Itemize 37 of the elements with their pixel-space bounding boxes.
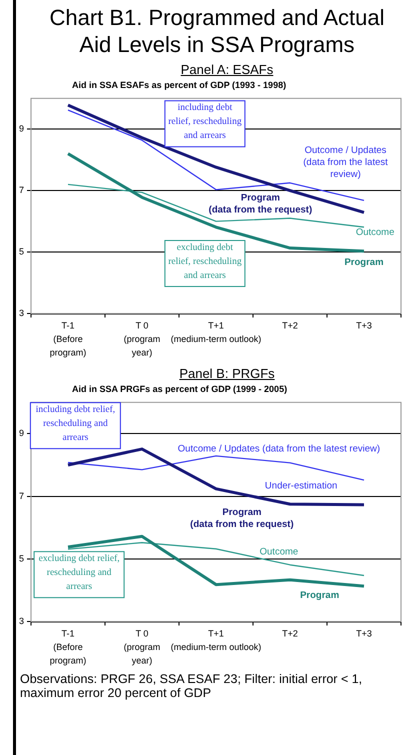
chart-subtitle: Panel B: PRGFs <box>178 366 276 381</box>
y-tick-label: 7 <box>18 185 24 196</box>
x-tick-label: T 0 (program year) <box>124 320 160 358</box>
x-tick-label: T+3 <box>356 320 372 331</box>
y-tick-label: 5 <box>18 553 24 564</box>
x-tick-label: T+2 <box>282 628 298 639</box>
y-tick-label: 9 <box>18 124 24 134</box>
y-tick-label: 9 <box>18 428 24 438</box>
y-axis-title: Aid in SSA ESAFs as percent of GDP (1993 - 1998) <box>72 80 288 90</box>
series-label: Outcome <box>260 546 298 558</box>
y-tick-label: 7 <box>18 490 24 501</box>
y-axis-title: Aid in SSA PRGFs as percent of GDP (1999 - 2005) <box>72 384 288 394</box>
series-label: Outcome <box>356 226 394 238</box>
x-tick-label: T+2 <box>282 320 298 331</box>
x-tick-label: T-1 (Before program) <box>50 320 86 358</box>
series-label: Program (data from the request) <box>190 506 294 530</box>
y-tick-label: 3 <box>18 308 24 318</box>
series-label: Outcome / Updates (data from the latest review) <box>303 145 388 180</box>
x-tick-label: T 0 (program year) <box>124 628 160 666</box>
x-tick-label: T+1 (medium-term outlook) <box>170 320 262 344</box>
series-label: Program (data from the request) <box>208 192 312 216</box>
x-tick-label: T+3 <box>356 628 372 639</box>
y-tick-label: 5 <box>18 246 24 257</box>
x-tick-label: T-1 (Before program) <box>50 628 86 666</box>
annotation: including debt relief, rescheduling and arrears <box>168 102 242 141</box>
annotation: excluding debt relief, rescheduling and arrears <box>168 242 242 281</box>
chart-subtitle: Panel A: ESAFs <box>180 62 274 77</box>
chart-title: Chart B1. Programmed and Actual Aid Levels in SSA Programs <box>48 4 386 58</box>
x-tick-label: T+1 (medium-term outlook) <box>170 628 262 652</box>
annotation: excluding debt relief, rescheduling and arrears <box>38 554 120 592</box>
series-label: Outcome / Updates (data from the latest review) <box>178 443 380 454</box>
y-tick-label: 3 <box>18 616 24 626</box>
series-label: Program <box>300 590 340 602</box>
series-label: Program <box>344 256 384 268</box>
annotation: Under-estimation <box>264 480 338 492</box>
text: Observations: PRGF 26, SSA ESAF 23; Filter: initial error < 1, maximum error 20 percent of GDP <box>20 672 364 700</box>
annotation: including debt relief, rescheduling and arrears <box>36 404 116 443</box>
